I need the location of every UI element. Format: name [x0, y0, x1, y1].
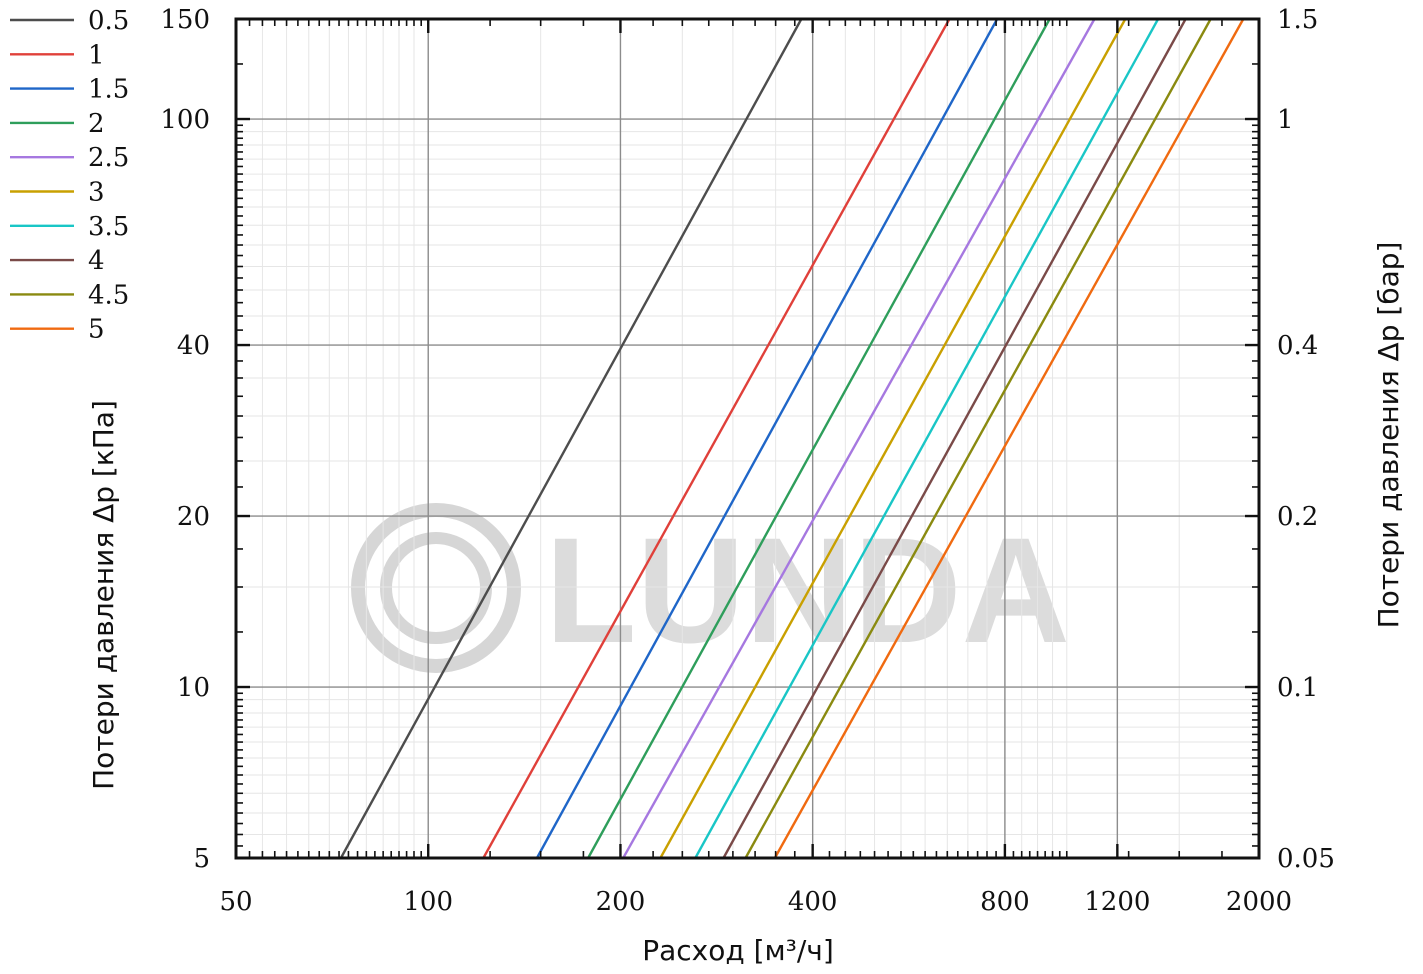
y-tick-label-left: 5 — [193, 844, 210, 874]
plot-frame — [234, 17, 1261, 860]
y-axis-title-left: Потери давления Δp [кПа] — [87, 400, 120, 790]
y-tick-label-right: 1 — [1277, 105, 1294, 135]
ticks — [234, 17, 1261, 860]
tick-labels: 50 100 200 400 800 1200 2000 5 10 20 40 100 150 0.05 0… — [160, 5, 1335, 917]
y-tick-label-left: 20 — [177, 502, 210, 532]
series-layer — [339, 18, 1245, 859]
watermark-logo: LUNDA — [351, 503, 1070, 674]
y-tick-label-left: 100 — [160, 105, 210, 135]
grid-minor — [236, 19, 1259, 858]
series-line-3 — [659, 18, 1127, 859]
x-tick-label: 800 — [980, 887, 1030, 917]
y-axis-title-right: Потери давления Δp [бар] — [1372, 242, 1405, 629]
legend-label-3.5: 3.5 — [88, 212, 129, 242]
x-tick-label: 2000 — [1226, 887, 1292, 917]
y-tick-label-left: 10 — [177, 673, 210, 703]
legend-label-2.5: 2.5 — [88, 143, 129, 173]
legend-label-3: 3 — [88, 178, 105, 208]
legend: 0.5 1 1.5 2 2.5 3 3.5 4 4.5 5 — [10, 6, 129, 345]
legend-label-4.5: 4.5 — [88, 280, 129, 310]
y-tick-label-right: 0.05 — [1277, 844, 1335, 874]
y-tick-label-right: 0.4 — [1277, 331, 1318, 361]
series-line-1 — [482, 18, 951, 859]
axes — [234, 17, 1261, 860]
x-axis-title: Расход [м³/ч] — [642, 934, 834, 967]
y-tick-label-right: 0.2 — [1277, 502, 1318, 532]
series-line-3.5 — [694, 18, 1160, 859]
y-tick-label-left: 150 — [160, 5, 210, 35]
series-line-5 — [773, 18, 1245, 859]
legend-label-1: 1 — [88, 40, 105, 70]
legend-label-4: 4 — [88, 246, 105, 276]
y-tick-label-right: 1.5 — [1277, 5, 1318, 35]
x-tick-label: 400 — [788, 887, 838, 917]
legend-label-0.5: 0.5 — [88, 6, 129, 36]
x-tick-label: 50 — [219, 887, 252, 917]
y-tick-label-right: 0.1 — [1277, 673, 1318, 703]
series-line-0.5 — [339, 18, 803, 859]
series-line-1.5 — [535, 18, 999, 859]
y-tick-label-left: 40 — [177, 331, 210, 361]
x-tick-label: 1200 — [1084, 887, 1150, 917]
legend-label-2: 2 — [88, 109, 105, 139]
legend-label-1.5: 1.5 — [88, 75, 129, 105]
series-line-2.5 — [622, 18, 1096, 859]
series-line-2 — [587, 18, 1051, 859]
legend-label-5: 5 — [88, 315, 105, 345]
series-line-4 — [722, 18, 1187, 859]
x-tick-label: 200 — [596, 887, 646, 917]
series-line-4.5 — [744, 18, 1212, 859]
x-tick-label: 100 — [403, 887, 453, 917]
